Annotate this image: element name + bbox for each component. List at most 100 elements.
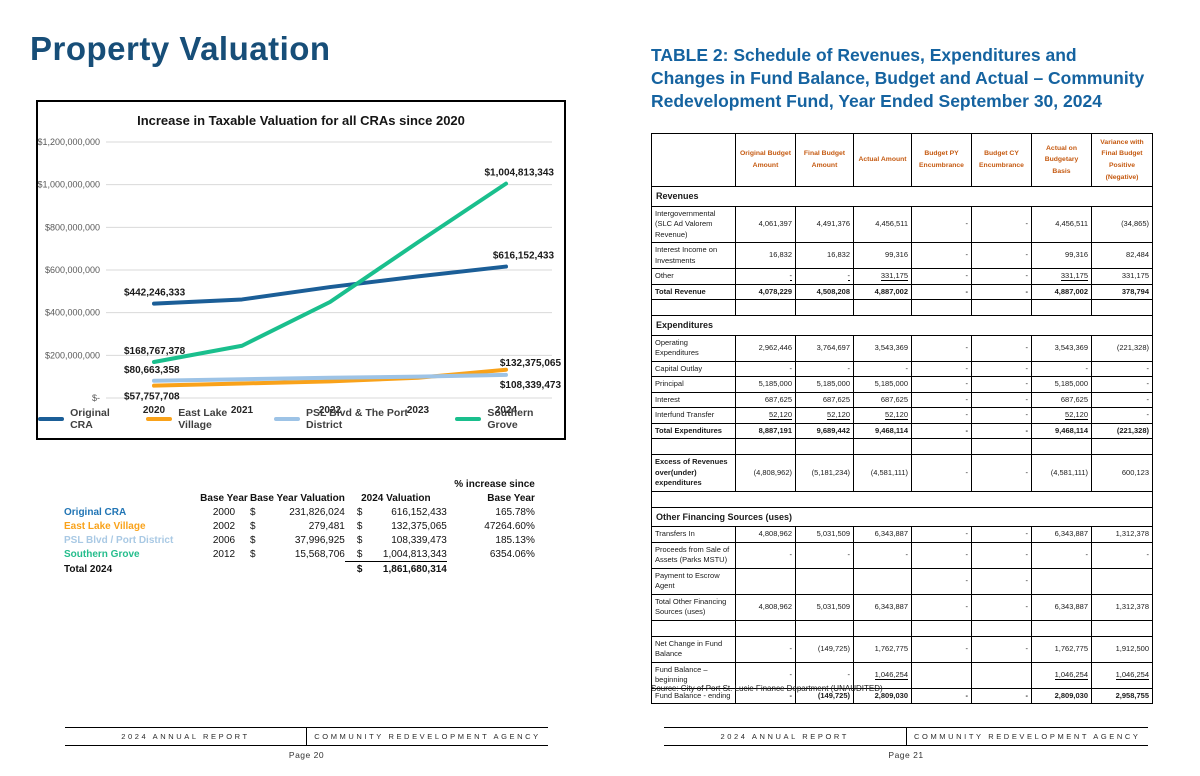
value-cell: 99,316 <box>1031 242 1092 270</box>
row-label: Total Other Financing Sources (uses) <box>651 593 736 621</box>
summary-cell: 185.13% <box>495 534 535 546</box>
value-cell: - <box>971 454 1032 492</box>
value-cell: 9,689,442 <box>795 422 854 440</box>
summary-cell: 2006 <box>212 534 236 546</box>
value-cell: 1,762,775 <box>853 635 912 663</box>
data-point-label: $442,246,333 <box>124 288 186 299</box>
data-point-label: $168,767,378 <box>124 346 186 357</box>
row-label: Total Revenue <box>651 283 736 301</box>
value-cell: 99,316 <box>853 242 912 270</box>
summary-cell: $ <box>250 520 256 532</box>
underlined-value: 1,046,254 <box>874 670 908 681</box>
value-cell: 1,312,378 <box>1091 593 1153 621</box>
section-label: Other Financing Sources (uses) <box>651 506 1153 528</box>
value-cell: 4,061,397 <box>735 205 796 244</box>
row-label: Transfers In <box>651 526 736 543</box>
summary-cell: 616,152,433 <box>391 506 447 518</box>
summary-cell: $ <box>344 547 383 562</box>
row-label: Interest Income on Investments <box>651 242 736 270</box>
chart-legend: Original CRA East Lake Village PSL Blvd & … <box>38 407 564 431</box>
row-label: Proceeds from Sale of Assets (Parks MSTU… <box>651 541 736 569</box>
value-cell: - <box>971 376 1032 393</box>
data-point-label: $132,375,065 <box>500 358 562 369</box>
value-cell: 1,762,775 <box>1031 635 1092 663</box>
footer-agency-label: COMMUNITY REDEVELOPMENT AGENCY <box>914 732 1141 741</box>
value-cell: - <box>795 360 854 378</box>
valuation-summary-table: % increase since Base Year Base Year Valua… <box>64 477 535 576</box>
value-cell: 9,468,114 <box>853 422 912 440</box>
value-cell: 6,343,887 <box>1031 526 1092 543</box>
value-cell: - <box>853 360 912 378</box>
value-cell: 5,185,000 <box>735 376 796 393</box>
row-label: Operating Expenditures <box>651 334 736 362</box>
legend-swatch <box>455 416 482 422</box>
section-header-row: Expenditures <box>651 315 1153 336</box>
row-label: Principal <box>651 376 736 393</box>
underlined-value: 52,120 <box>885 410 908 421</box>
value-cell: (4,808,962) <box>735 454 796 492</box>
value-cell: 5,031,509 <box>795 593 854 621</box>
value-cell: 4,491,376 <box>795 205 854 244</box>
value-cell: - <box>911 593 972 621</box>
row-label: Intergovernmental (SLC Ad Valorem Revenu… <box>651 205 736 244</box>
x-tick-label: 2023 <box>407 405 430 416</box>
value-cell: 331,175 <box>1091 268 1153 285</box>
value-cell <box>911 661 972 689</box>
value-cell <box>1091 567 1153 595</box>
summary-cell: Base Year <box>200 492 248 504</box>
value-cell: 82,484 <box>1091 242 1153 270</box>
value-cell: - <box>911 454 972 492</box>
table2-data-row: Principal 5,185,000 5,185,000 5,185,000- -5,… <box>651 376 1153 393</box>
table2-data-row: Capital Outlay - - - - - - - <box>651 360 1153 378</box>
section-label: Expenditures <box>651 315 1153 336</box>
table2-data-row: Interfund Transfer 52,120 52,120 52,120- -52… <box>651 407 1153 424</box>
value-cell: (4,581,111) <box>853 454 912 492</box>
value-cell: 3,543,369 <box>853 334 912 362</box>
table2-column-header: Original Budget Amount <box>735 133 796 187</box>
chart-canvas: $- $200,000,000 $400,000,000 $600,000,000 $8… <box>38 137 562 416</box>
table2-data-row: Fund Balance – beginning - -1,046,254 1,046… <box>651 661 1153 689</box>
value-cell: 4,808,962 <box>735 593 796 621</box>
value-cell: - <box>911 268 972 285</box>
value-cell: - <box>853 541 912 569</box>
value-cell <box>1031 567 1092 595</box>
summary-row: East Lake Village 2002 $279,481 $132,375,06… <box>64 519 535 533</box>
value-cell: 4,808,962 <box>735 526 796 543</box>
value-cell: (34,865) <box>1091 205 1153 244</box>
page-footer-left: 2024 ANNUAL REPORT COMMUNITY REDEVELOPME… <box>65 727 548 760</box>
source-note: Source: City of Port St. Lucie Finance D… <box>651 684 883 693</box>
summary-cell: 2000 <box>212 506 236 518</box>
series-line-psl-blvd-the-port-district <box>152 372 508 383</box>
x-tick-label: 2020 <box>143 405 166 416</box>
value-cell: - <box>795 541 854 569</box>
value-cell: 52,120 <box>1031 407 1092 424</box>
budget-actual-table: Original Budget Amount Final Budget Amoun… <box>651 133 1153 705</box>
value-cell: - <box>1091 407 1153 424</box>
table2-column-header: Actual Amount <box>853 133 912 187</box>
summary-row: Southern Grove 2012 $15,568,706 $1,004,813,… <box>64 547 535 562</box>
summary-cell: 2024 Valuation <box>361 492 431 504</box>
value-cell: - <box>911 541 972 569</box>
data-point-label: $616,152,433 <box>493 251 555 262</box>
table2-data-row: Proceeds from Sale of Assets (Parks MSTU… <box>651 541 1153 569</box>
y-tick-label: $200,000,000 <box>45 350 100 360</box>
legend-swatch <box>273 416 301 422</box>
summary-cell: East Lake Village <box>64 520 146 532</box>
table2-data-row: Interest Income on Investments 16,832 16,8… <box>651 242 1153 270</box>
spacer-row <box>651 620 1153 637</box>
value-cell: (4,581,111) <box>1031 454 1092 492</box>
value-cell: - <box>911 205 972 244</box>
table2-data-row: Transfers In 4,808,962 5,031,509 6,343,887-… <box>651 526 1153 543</box>
value-cell: 4,887,002 <box>853 283 912 301</box>
data-point-label: $57,757,708 <box>124 392 180 403</box>
section-header-row: Revenues <box>651 186 1153 207</box>
summary-cell <box>198 562 250 577</box>
summary-cell: 165.78% <box>495 506 535 518</box>
value-cell: (5,181,234) <box>795 454 854 492</box>
summary-cell: 279,481 <box>308 520 345 532</box>
footer-report-label: 2024 ANNUAL REPORT <box>65 728 307 745</box>
value-cell: 1,046,254 <box>1091 661 1153 689</box>
underlined-value: 1,046,254 <box>1115 670 1149 681</box>
value-cell: - <box>971 283 1032 301</box>
